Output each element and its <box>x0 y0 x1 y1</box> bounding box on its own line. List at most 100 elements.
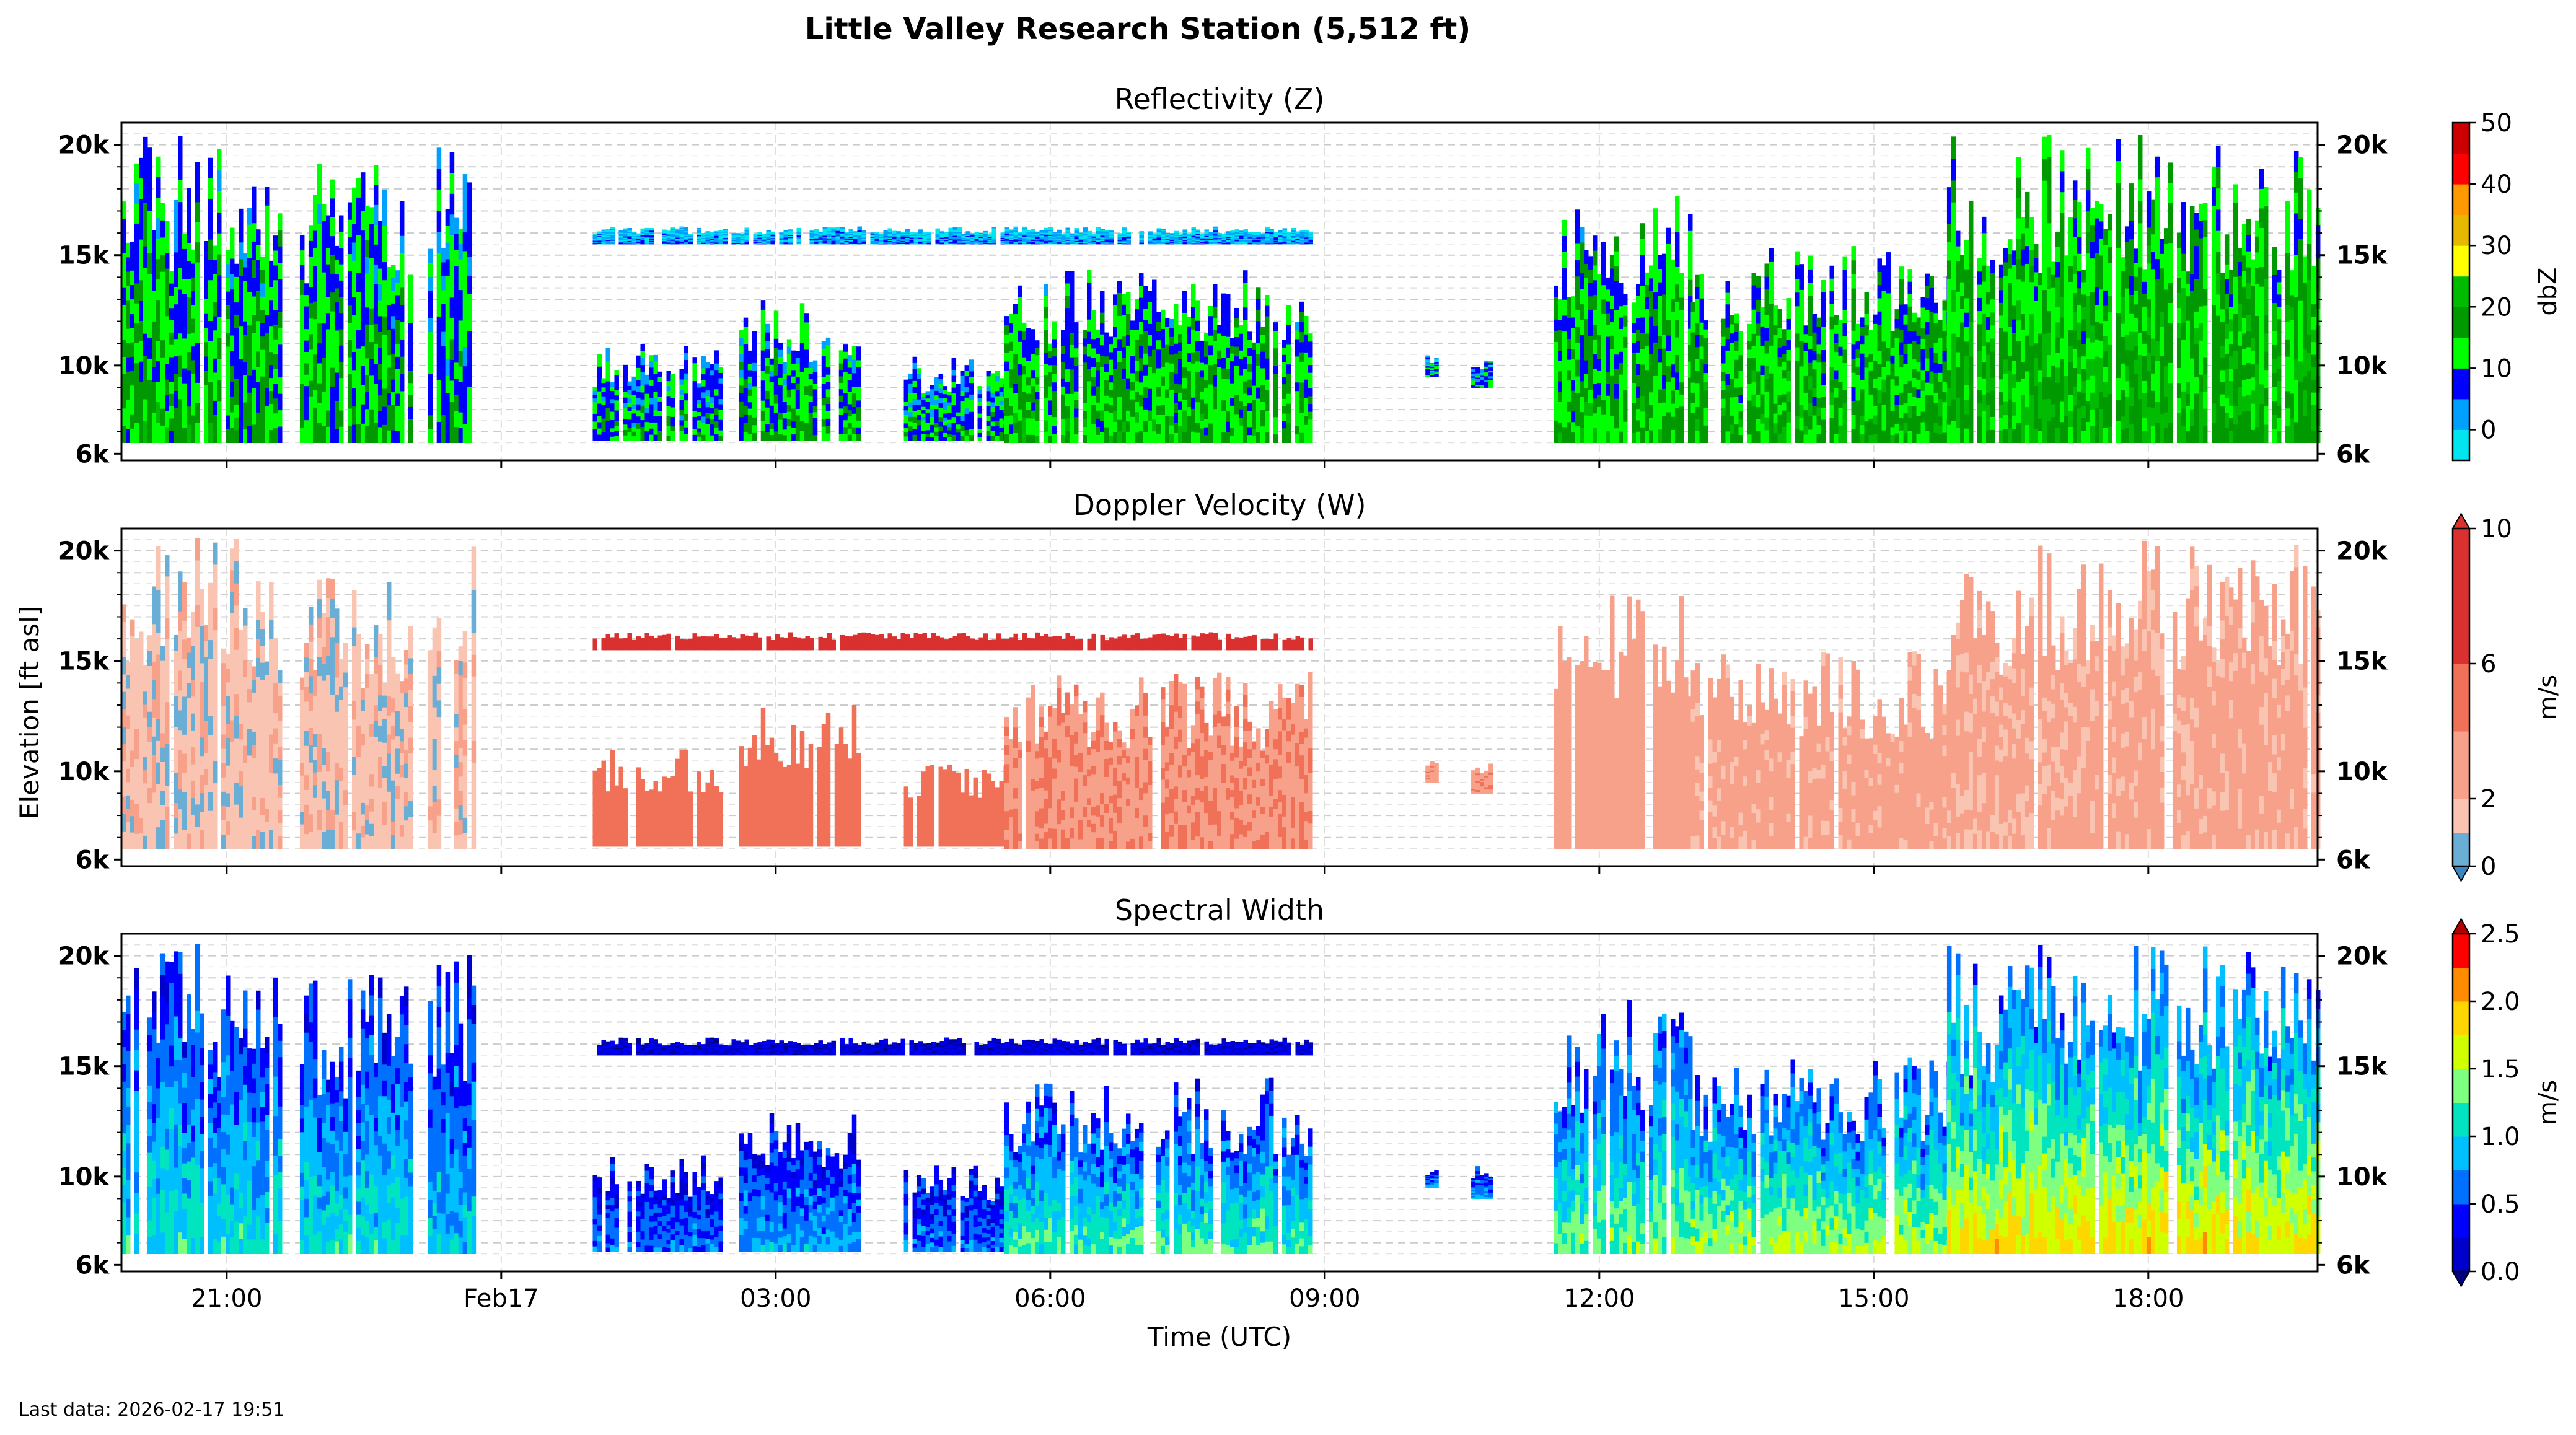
echo-cell <box>1640 317 1645 333</box>
echo-cell <box>1725 408 1730 420</box>
echo-cell <box>2185 357 2191 370</box>
echo-cell <box>1977 284 1982 298</box>
echo-cell <box>1605 325 1611 337</box>
echo-cell <box>1674 337 1680 355</box>
echo-cell <box>1860 326 1865 336</box>
echo-cell <box>977 393 983 398</box>
echo-cell <box>1434 359 1439 361</box>
echo-cell <box>174 338 178 357</box>
echo-cell <box>1699 358 1704 371</box>
echo-cell <box>1143 387 1148 398</box>
echo-cell <box>903 401 909 406</box>
echo-cell <box>356 216 361 235</box>
echo-cell <box>1721 398 1726 408</box>
echo-cell <box>2220 358 2225 371</box>
echo-cell <box>614 405 619 411</box>
echo-cell <box>1125 356 1131 368</box>
echo-cell <box>2181 391 2186 409</box>
echo-cell <box>395 270 400 283</box>
echo-cell <box>2163 366 2169 382</box>
echo-cell <box>917 378 922 384</box>
echo-cell <box>1777 318 1782 328</box>
echo-cell <box>714 421 719 428</box>
echo-cell <box>1562 252 1567 268</box>
echo-cell <box>1177 367 1183 376</box>
echo-cell <box>1471 374 1476 377</box>
echo-cell <box>1881 417 1886 431</box>
echo-cell <box>1121 421 1127 432</box>
echo-cell <box>1434 371 1439 373</box>
echo-cell <box>1998 302 2004 316</box>
echo-cell <box>1186 371 1192 380</box>
echo-cell <box>1562 347 1567 364</box>
echo-cell <box>705 373 710 380</box>
echo-cell <box>1756 431 1761 444</box>
echo-cell <box>795 358 801 364</box>
echo-cell <box>2020 297 2026 314</box>
echo-cell <box>825 418 831 426</box>
echo-cell <box>1751 321 1756 334</box>
echo-cell <box>1605 360 1611 372</box>
echo-cell <box>395 307 400 320</box>
echo-cell <box>1860 398 1865 408</box>
echo-cell <box>1099 344 1105 356</box>
echo-cell <box>1199 355 1205 363</box>
echo-cell <box>752 378 757 387</box>
echo-cell <box>601 387 606 392</box>
echo-cell <box>1985 417 1991 431</box>
echo-cell <box>1095 434 1101 444</box>
echo-cell <box>2215 230 2221 252</box>
echo-cell <box>1095 386 1101 395</box>
echo-cell <box>666 415 671 421</box>
echo-cell <box>1666 381 1671 397</box>
echo-cell <box>1579 288 1585 305</box>
echo-cell <box>1644 406 1650 419</box>
echo-cell <box>1195 381 1200 392</box>
echo-cell <box>187 333 191 353</box>
echo-cell <box>1121 304 1127 315</box>
echo-cell <box>1295 416 1300 426</box>
echo-cell <box>373 343 379 364</box>
echo-cell <box>1690 412 1695 423</box>
echo-cell <box>1812 350 1817 361</box>
echo-cell <box>1242 344 1248 357</box>
echo-cell <box>1216 341 1222 351</box>
echo-cell <box>462 174 468 194</box>
echo-cell <box>601 436 606 441</box>
echo-cell <box>2046 222 2052 245</box>
echo-cell <box>1255 398 1261 410</box>
echo-cell <box>1769 345 1774 360</box>
echo-cell <box>1108 344 1114 353</box>
echo-cell <box>208 381 213 403</box>
echo-cell <box>408 299 413 312</box>
echo-cell <box>351 351 357 371</box>
echo-cell <box>174 425 178 444</box>
echo-cell <box>1303 352 1309 362</box>
echo-cell <box>1004 334 1009 344</box>
echo-cell <box>347 340 353 358</box>
echo-cell <box>1553 297 1558 309</box>
echo-cell <box>2124 349 2130 366</box>
echo-cell <box>1091 329 1096 340</box>
echo-cell <box>951 411 957 418</box>
echo-cell <box>204 270 209 285</box>
echo-cell <box>441 262 446 276</box>
echo-cell <box>1699 322 1704 335</box>
echo-cell <box>265 278 270 297</box>
echo-cell <box>454 346 459 363</box>
echo-cell <box>1777 395 1782 405</box>
echo-cell <box>273 309 278 325</box>
echo-cell <box>1769 248 1774 262</box>
echo-cell <box>1703 355 1708 365</box>
echo-cell <box>1112 294 1118 305</box>
echo-cell <box>657 406 662 411</box>
echo-cell <box>1065 356 1070 370</box>
echo-cell <box>2003 261 2008 276</box>
echo-cell <box>278 213 283 230</box>
echo-cell <box>1026 352 1031 361</box>
echo-cell <box>1488 361 1493 363</box>
echo-cell <box>1666 427 1671 444</box>
echo-cell <box>377 331 383 348</box>
echo-cell <box>856 427 861 434</box>
echo-cell <box>174 217 178 235</box>
